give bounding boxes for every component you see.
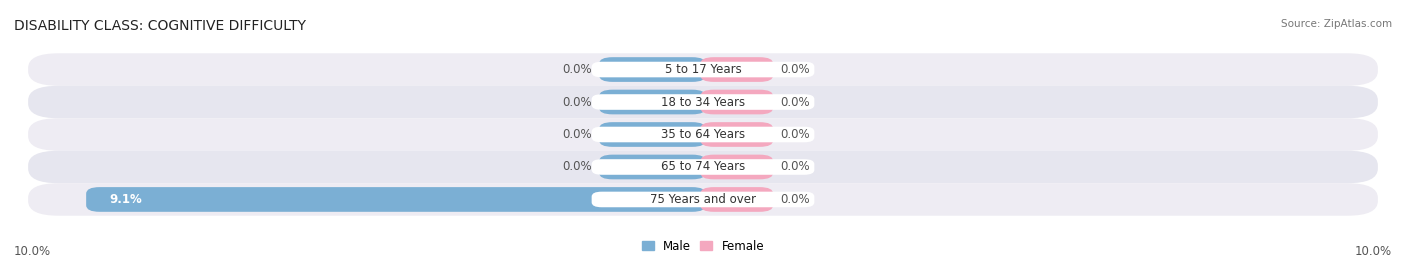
Text: 18 to 34 Years: 18 to 34 Years bbox=[661, 95, 745, 108]
Text: 0.0%: 0.0% bbox=[780, 128, 810, 141]
FancyBboxPatch shape bbox=[28, 53, 1378, 86]
Text: 0.0%: 0.0% bbox=[562, 161, 592, 174]
FancyBboxPatch shape bbox=[700, 155, 773, 179]
Text: 0.0%: 0.0% bbox=[780, 193, 810, 206]
FancyBboxPatch shape bbox=[28, 86, 1378, 118]
FancyBboxPatch shape bbox=[592, 159, 814, 175]
Text: 5 to 17 Years: 5 to 17 Years bbox=[665, 63, 741, 76]
Text: 0.0%: 0.0% bbox=[780, 63, 810, 76]
FancyBboxPatch shape bbox=[700, 90, 773, 114]
FancyBboxPatch shape bbox=[700, 122, 773, 147]
Text: 0.0%: 0.0% bbox=[562, 95, 592, 108]
Text: 10.0%: 10.0% bbox=[14, 245, 51, 258]
FancyBboxPatch shape bbox=[599, 57, 706, 82]
Text: 10.0%: 10.0% bbox=[1355, 245, 1392, 258]
Text: 9.1%: 9.1% bbox=[110, 193, 142, 206]
FancyBboxPatch shape bbox=[599, 155, 706, 179]
Text: Source: ZipAtlas.com: Source: ZipAtlas.com bbox=[1281, 19, 1392, 29]
FancyBboxPatch shape bbox=[28, 118, 1378, 151]
Text: 0.0%: 0.0% bbox=[562, 63, 592, 76]
FancyBboxPatch shape bbox=[700, 187, 773, 212]
Text: DISABILITY CLASS: COGNITIVE DIFFICULTY: DISABILITY CLASS: COGNITIVE DIFFICULTY bbox=[14, 19, 307, 33]
Text: 0.0%: 0.0% bbox=[780, 95, 810, 108]
FancyBboxPatch shape bbox=[700, 57, 773, 82]
FancyBboxPatch shape bbox=[28, 151, 1378, 183]
Legend: Male, Female: Male, Female bbox=[641, 240, 765, 253]
FancyBboxPatch shape bbox=[599, 122, 706, 147]
FancyBboxPatch shape bbox=[592, 192, 814, 207]
Text: 0.0%: 0.0% bbox=[562, 128, 592, 141]
Text: 35 to 64 Years: 35 to 64 Years bbox=[661, 128, 745, 141]
FancyBboxPatch shape bbox=[599, 90, 706, 114]
FancyBboxPatch shape bbox=[86, 187, 706, 212]
Text: 0.0%: 0.0% bbox=[780, 161, 810, 174]
FancyBboxPatch shape bbox=[592, 62, 814, 77]
FancyBboxPatch shape bbox=[592, 127, 814, 142]
FancyBboxPatch shape bbox=[592, 94, 814, 110]
FancyBboxPatch shape bbox=[28, 183, 1378, 216]
Text: 75 Years and over: 75 Years and over bbox=[650, 193, 756, 206]
Text: 65 to 74 Years: 65 to 74 Years bbox=[661, 161, 745, 174]
